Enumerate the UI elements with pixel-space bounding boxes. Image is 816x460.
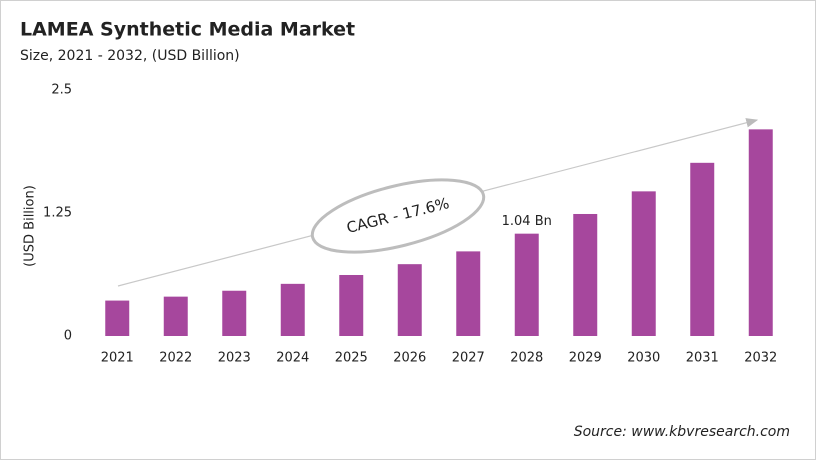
x-tick-label: 2030 xyxy=(627,351,660,366)
cagr-ellipse xyxy=(310,178,486,254)
bar xyxy=(631,191,656,336)
bar xyxy=(514,233,539,336)
value-label: 1.04 Bn xyxy=(502,214,552,229)
x-tick-label: 2021 xyxy=(101,351,134,366)
bar xyxy=(456,251,481,336)
bar xyxy=(397,264,422,336)
x-tick-label: 2028 xyxy=(510,351,543,366)
x-tick-label: 2023 xyxy=(218,351,251,366)
y-tick-label: 0 xyxy=(64,329,72,344)
y-tick-label: 2.5 xyxy=(51,83,72,98)
x-tick-label: 2024 xyxy=(276,351,309,366)
source: Source: www.kbvresearch.com xyxy=(574,424,790,440)
bar xyxy=(163,296,188,336)
bar xyxy=(690,162,715,336)
y-tick-label: 1.25 xyxy=(43,206,72,221)
x-tick-label: 2026 xyxy=(393,351,426,366)
x-tick-label: 2022 xyxy=(159,351,192,366)
x-tick-label: 2032 xyxy=(744,351,777,366)
bar xyxy=(573,213,598,336)
bar xyxy=(222,290,247,336)
bar xyxy=(105,300,130,336)
bar xyxy=(748,129,773,336)
x-tick-label: 2031 xyxy=(686,351,719,366)
x-tick-label: 2029 xyxy=(569,351,602,366)
bar xyxy=(339,274,364,336)
chart-title: LAMEA Synthetic Media Market xyxy=(20,19,355,41)
x-tick-label: 2025 xyxy=(335,351,368,366)
bar xyxy=(280,283,305,336)
chart-subtitle: Size, 2021 - 2032, (USD Billion) xyxy=(20,48,240,64)
y-axis-label: (USD Billion) xyxy=(23,185,38,267)
x-tick-label: 2027 xyxy=(452,351,485,366)
